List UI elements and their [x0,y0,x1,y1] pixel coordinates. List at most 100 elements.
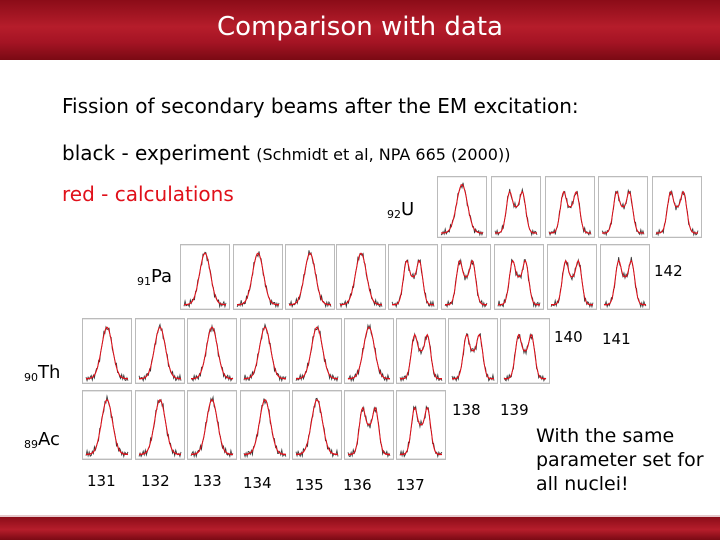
plot-frame [547,244,597,310]
plot-frame [135,390,185,460]
distribution-plot-svg [494,244,544,310]
distribution-plot [396,390,446,460]
plot-frame [448,318,498,384]
calculation-curve [656,190,698,234]
atomic-number: 91 [137,275,151,288]
calculation-curve [347,326,391,380]
experiment-curve [503,332,547,383]
experiment-curve [399,332,443,383]
distribution-plot-svg [292,318,342,384]
mass-label: 142 [654,262,683,280]
element-label-pa: 91Pa [137,266,172,288]
experiment-legend: black - experiment (Schmidt et al, NPA 6… [62,141,510,165]
plot-frame [187,318,237,384]
calculation-curve [243,326,287,380]
distribution-plot [344,318,394,384]
calculation-curve [604,259,646,306]
distribution-plot [388,244,438,310]
plot-frame [240,318,290,384]
experiment-curve [391,258,435,309]
distribution-plot [344,390,394,460]
experiment-curve [655,189,699,237]
experiment-curve [548,190,592,237]
plot-frame [82,390,132,460]
distribution-plot [180,244,230,310]
mass-label: 131 [87,472,116,490]
calculation-curve [498,259,540,306]
plot-frame [494,244,544,310]
plot-frame [545,176,595,238]
calculation-curve [602,190,644,234]
distribution-plot [292,390,342,460]
experiment-curve [85,394,129,459]
distribution-plot-svg [600,244,650,310]
distribution-plot-svg [441,244,491,310]
calculation-curve [138,326,182,380]
calculation-curve [400,333,442,380]
slide-title: Comparison with data [217,12,503,42]
experiment-curve [601,188,645,237]
atomic-number: 89 [24,438,38,451]
experiment-curve [494,187,538,237]
mass-label: 134 [243,474,272,492]
plot-frame [292,390,342,460]
plot-frame [441,244,491,310]
distribution-plot [500,318,550,384]
distribution-plot-svg [396,390,446,460]
experiment-curve [497,258,541,309]
distribution-plot-svg [187,318,237,384]
element-label-ac: 89Ac [24,429,60,451]
experiment-curve [243,322,287,383]
distribution-plot-svg [547,244,597,310]
experiment-curve [451,332,495,383]
distribution-plot-svg [500,318,550,384]
calculation-legend: red - calculations [62,182,234,206]
distribution-plot-svg [180,244,230,310]
distribution-plot-svg [240,390,290,460]
distribution-plot [240,318,290,384]
element-label-u: 92U [387,199,414,221]
calculation-curve [392,259,434,306]
mass-label: 137 [396,476,425,494]
mass-label: 139 [500,401,529,419]
title-bar: Comparison with data [0,0,720,60]
distribution-plot [437,176,487,238]
calculation-curve [440,183,484,234]
distribution-plot-svg [135,318,185,384]
plot-frame [82,318,132,384]
distribution-plot-svg [388,244,438,310]
calculation-curve [190,326,234,380]
distribution-plot-svg [82,390,132,460]
calculation-curve [339,252,383,306]
distribution-plot [547,244,597,310]
plot-frame [388,244,438,310]
distribution-plot-svg [344,390,394,460]
distribution-plot [187,318,237,384]
plot-frame [187,390,237,460]
distribution-plot-svg [240,318,290,384]
element-symbol: Ac [38,429,60,450]
calculation-curve [85,326,129,380]
mass-label: 136 [343,476,372,494]
plot-frame [396,390,446,460]
experiment-curve [288,250,332,309]
experiment-legend-text: black - experiment [62,141,257,165]
distribution-plot [600,244,650,310]
distribution-plot-svg [285,244,335,310]
calculation-curve [445,259,487,306]
plot-frame [344,390,394,460]
distribution-plot [240,390,290,460]
distribution-plot [187,390,237,460]
distribution-plot [441,244,491,310]
distribution-plot [233,244,283,310]
experiment-curve [295,397,339,459]
experiment-curve [550,257,594,309]
plot-frame [396,318,446,384]
element-symbol: Pa [151,266,173,287]
distribution-plot-svg [187,390,237,460]
distribution-plot [491,176,541,238]
calculation-curve [243,398,287,456]
plot-frame [491,176,541,238]
atomic-number: 90 [24,371,38,384]
plot-frame [500,318,550,384]
